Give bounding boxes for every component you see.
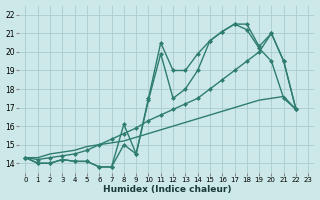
X-axis label: Humidex (Indice chaleur): Humidex (Indice chaleur) bbox=[103, 185, 231, 194]
